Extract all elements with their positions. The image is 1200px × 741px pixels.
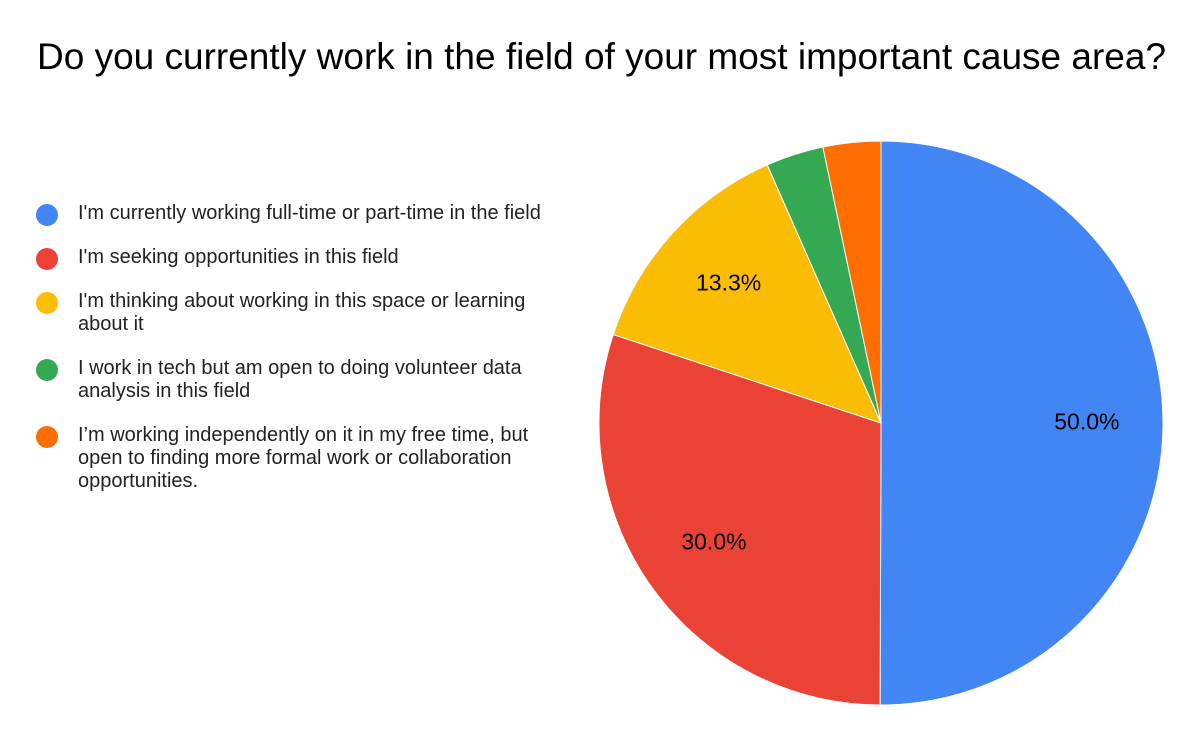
- legend-item: I work in tech but am open to doing volu…: [36, 357, 558, 403]
- legend-marker: [36, 426, 58, 448]
- legend-label: I'm thinking about working in this space…: [78, 290, 526, 335]
- legend-label: I’m working independently on it in my fr…: [78, 424, 529, 492]
- legend-item: I'm currently working full-time or part-…: [36, 202, 558, 226]
- legend-item: I'm thinking about working in this space…: [36, 290, 558, 336]
- pie-slice: [612, 164, 882, 424]
- pie-slice: [879, 140, 1164, 706]
- legend-item: I'm seeking opportunities in this field: [36, 246, 558, 270]
- pie-slice: [598, 333, 882, 706]
- legend-label: I work in tech but am open to doing volu…: [78, 357, 522, 402]
- legend-marker: [36, 204, 58, 226]
- data-label: 50.0%: [1054, 408, 1119, 434]
- chart-title: Do you currently work in the field of yo…: [37, 36, 1167, 77]
- legend-marker: [36, 248, 58, 270]
- legend: I'm currently working full-time or part-…: [36, 202, 576, 514]
- legend-label: I'm seeking opportunities in this field: [78, 246, 399, 268]
- legend-marker: [36, 292, 58, 314]
- legend-item: I’m working independently on it in my fr…: [36, 424, 558, 493]
- legend-label: I'm currently working full-time or part-…: [78, 202, 541, 224]
- legend-marker: [36, 359, 58, 381]
- pie-slice: [822, 140, 882, 424]
- data-label: 13.3%: [696, 270, 761, 296]
- data-label: 30.0%: [681, 528, 746, 554]
